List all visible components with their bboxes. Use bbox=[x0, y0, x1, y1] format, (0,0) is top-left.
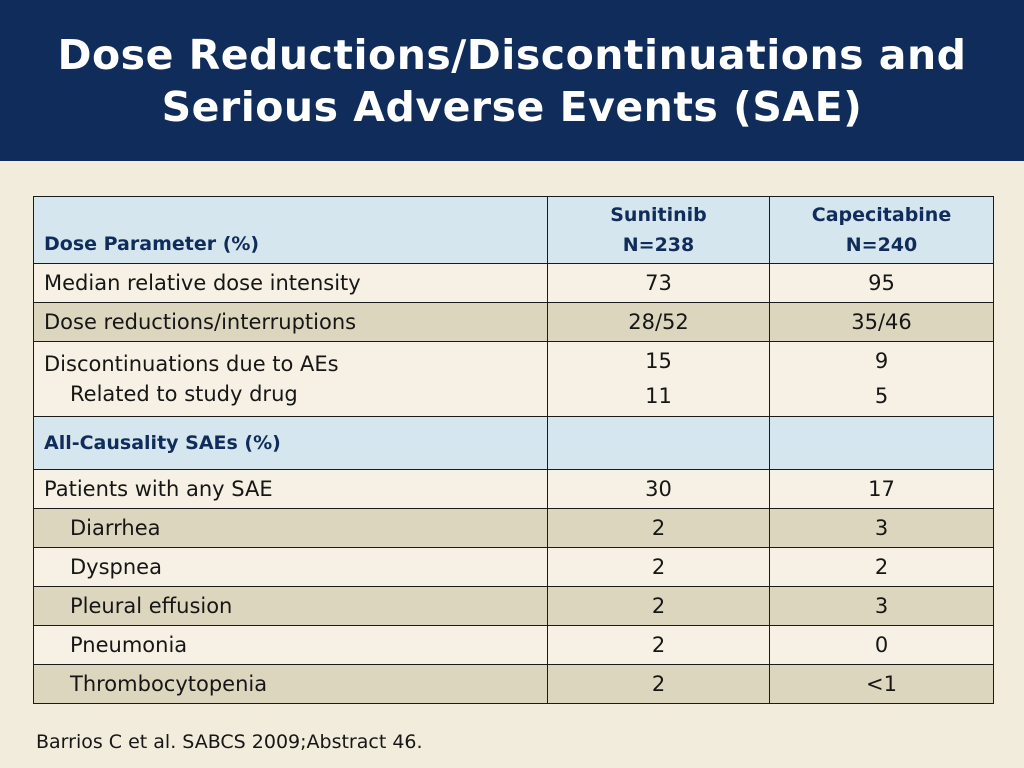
sunitinib-value: 30 bbox=[547, 469, 770, 509]
row-label-text: Pneumonia bbox=[70, 633, 188, 657]
table-header-row: Dose Parameter (%) Sunitinib N=238 Capec… bbox=[33, 196, 994, 264]
table-row: Dose reductions/interruptions 28/52 35/4… bbox=[33, 302, 994, 342]
dose-sae-table: Dose Parameter (%) Sunitinib N=238 Capec… bbox=[33, 196, 994, 704]
row-label-text: Diarrhea bbox=[70, 516, 161, 540]
row-label: Pleural effusion bbox=[33, 586, 548, 626]
row-label-text: Dyspnea bbox=[70, 555, 162, 579]
sunitinib-value: 2 bbox=[547, 586, 770, 626]
table-row: Diarrhea 2 3 bbox=[33, 508, 994, 548]
row-label: Discontinuations due to AEs Related to s… bbox=[33, 341, 548, 417]
row-label: Dyspnea bbox=[33, 547, 548, 587]
sae-section-empty-cell bbox=[547, 416, 770, 470]
discontinuation-sunitinib: 15 bbox=[645, 349, 672, 373]
sae-section-label: All-Causality SAEs (%) bbox=[33, 416, 548, 470]
sunitinib-value: 28/52 bbox=[547, 302, 770, 342]
capecitabine-header: Capecitabine N=240 bbox=[769, 196, 994, 264]
table-row: Thrombocytopenia 2 <1 bbox=[33, 664, 994, 704]
slide-title-line-1: Dose Reductions/Discontinuations and bbox=[57, 30, 967, 79]
sunitinib-value: 2 bbox=[547, 547, 770, 587]
capecitabine-n: N=240 bbox=[845, 234, 918, 256]
slide-title-line-2: Serious Adverse Events (SAE) bbox=[161, 82, 863, 131]
table-row: Dyspnea 2 2 bbox=[33, 547, 994, 587]
sunitinib-value: 2 bbox=[547, 508, 770, 548]
title-bar: Dose Reductions/Discontinuations and Ser… bbox=[0, 0, 1024, 161]
slide-title: Dose Reductions/Discontinuations and Ser… bbox=[57, 29, 966, 133]
sunitinib-name: Sunitinib bbox=[610, 204, 707, 226]
dose-parameter-header: Dose Parameter (%) bbox=[33, 196, 548, 264]
sae-section-empty-cell bbox=[769, 416, 994, 470]
sunitinib-header: Sunitinib N=238 bbox=[547, 196, 770, 264]
capecitabine-value: 95 bbox=[769, 263, 994, 303]
capecitabine-value: 3 bbox=[769, 508, 994, 548]
capecitabine-name: Capecitabine bbox=[811, 204, 952, 226]
sunitinib-value: 2 bbox=[547, 664, 770, 704]
capecitabine-value: 35/46 bbox=[769, 302, 994, 342]
sunitinib-value: 73 bbox=[547, 263, 770, 303]
table-row-discontinuations: Discontinuations due to AEs Related to s… bbox=[33, 341, 994, 417]
row-label: Dose reductions/interruptions bbox=[33, 302, 548, 342]
citation-footnote: Barrios C et al. SABCS 2009;Abstract 46. bbox=[36, 731, 423, 753]
row-label: Thrombocytopenia bbox=[33, 664, 548, 704]
capecitabine-value: <1 bbox=[769, 664, 994, 704]
capecitabine-value: 0 bbox=[769, 625, 994, 665]
row-label: Pneumonia bbox=[33, 625, 548, 665]
table-row: Pneumonia 2 0 bbox=[33, 625, 994, 665]
capecitabine-value: 17 bbox=[769, 469, 994, 509]
sae-section-header-row: All-Causality SAEs (%) bbox=[33, 416, 994, 470]
sunitinib-n: N=238 bbox=[622, 234, 695, 256]
table-row: Median relative dose intensity 73 95 bbox=[33, 263, 994, 303]
related-sunitinib: 11 bbox=[645, 384, 672, 408]
related-capecitabine: 5 bbox=[874, 384, 889, 408]
discontinuation-capecitabine: 9 bbox=[874, 349, 889, 373]
row-label: Patients with any SAE bbox=[33, 469, 548, 509]
row-label: Median relative dose intensity bbox=[33, 263, 548, 303]
row-label: Diarrhea bbox=[33, 508, 548, 548]
capecitabine-value: 2 bbox=[769, 547, 994, 587]
capecitabine-value: 3 bbox=[769, 586, 994, 626]
sunitinib-value: 15 11 bbox=[547, 341, 770, 417]
row-label-text: Pleural effusion bbox=[70, 594, 233, 618]
table-row: Pleural effusion 2 3 bbox=[33, 586, 994, 626]
discontinuation-label: Discontinuations due to AEs bbox=[44, 352, 339, 376]
sunitinib-value: 2 bbox=[547, 625, 770, 665]
row-label-text: Thrombocytopenia bbox=[70, 672, 268, 696]
related-to-drug-label: Related to study drug bbox=[70, 382, 298, 406]
table-row: Patients with any SAE 30 17 bbox=[33, 469, 994, 509]
capecitabine-value: 9 5 bbox=[769, 341, 994, 417]
